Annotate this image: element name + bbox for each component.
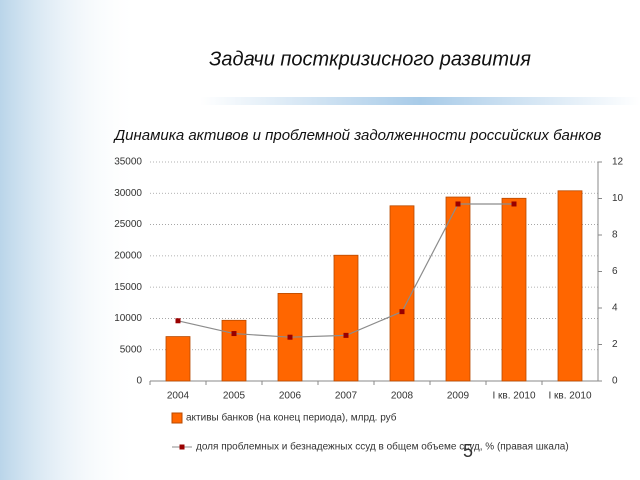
slide-title: Задачи посткризисного развития	[209, 48, 531, 70]
page-number: 5	[463, 441, 473, 461]
bar	[165, 336, 191, 382]
y-tick-label: 20000	[114, 250, 142, 261]
y-tick-label: 10000	[114, 313, 142, 324]
legend-swatch	[171, 412, 183, 424]
marker	[175, 318, 181, 324]
y-tick-label: 35000	[114, 157, 142, 168]
marker	[343, 332, 349, 338]
y2-tick-label: 12	[612, 157, 624, 168]
x-tick-label: I кв. 2010	[492, 391, 535, 402]
bar	[445, 196, 471, 382]
x-tick-label: 2008	[391, 391, 414, 402]
y2-tick-label: 4	[612, 303, 618, 314]
legend-marker	[179, 444, 185, 450]
legend-label: активы банков (на конец периода), млрд. …	[186, 412, 397, 424]
x-tick-label: 2006	[279, 391, 302, 402]
marker	[511, 201, 517, 207]
x-tick-label: 2004	[167, 391, 190, 402]
bar	[557, 190, 583, 382]
x-tick-label: 2009	[447, 391, 470, 402]
y2-tick-label: 6	[612, 266, 618, 277]
bar	[333, 254, 359, 382]
bar	[221, 319, 247, 382]
y2-tick-label: 10	[612, 193, 624, 204]
background-splash	[0, 0, 140, 480]
y-tick-label: 25000	[114, 219, 142, 230]
y-tick-label: 15000	[114, 282, 142, 293]
bar	[501, 197, 527, 382]
y-tick-label: 5000	[120, 344, 143, 355]
y2-tick-label: 8	[612, 230, 618, 241]
marker	[455, 201, 461, 207]
x-tick-label: 2007	[335, 391, 358, 402]
decor-rule	[200, 97, 640, 105]
marker	[399, 309, 405, 315]
marker	[231, 331, 237, 337]
y2-tick-label: 2	[612, 339, 618, 350]
x-tick-label: 2005	[223, 391, 246, 402]
legend-label: доля проблемных и безнадежных ссуд в общ…	[196, 441, 569, 453]
bar	[389, 205, 415, 382]
y-tick-label: 0	[136, 376, 142, 387]
y-tick-label: 30000	[114, 188, 142, 199]
y2-tick-label: 0	[612, 376, 618, 387]
marker	[287, 334, 293, 340]
x-tick-label: I кв. 2010	[548, 391, 591, 402]
chart-title: Динамика активов и проблемной задолженно…	[113, 127, 602, 144]
